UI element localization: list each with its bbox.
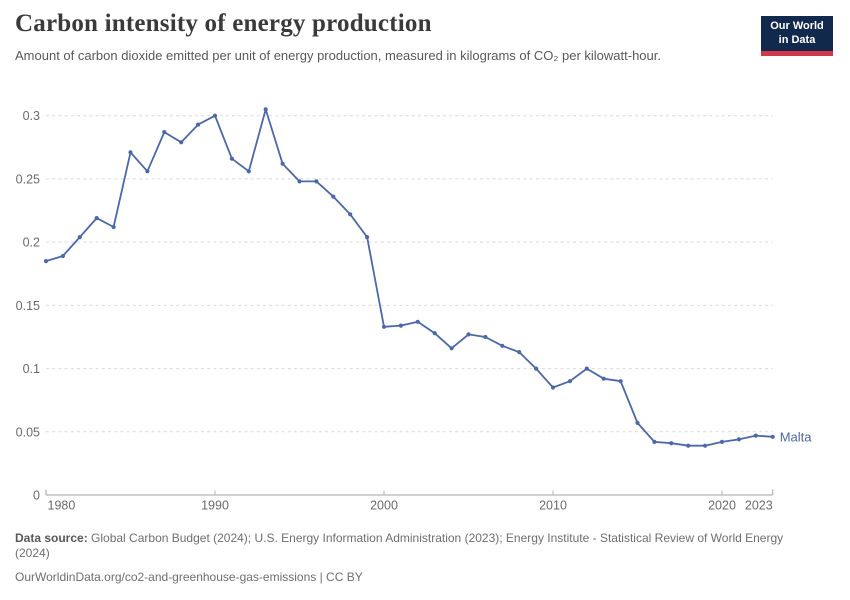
data-point[interactable] <box>652 439 657 444</box>
data-point[interactable] <box>365 235 370 240</box>
data-point[interactable] <box>280 161 285 166</box>
data-point[interactable] <box>348 212 353 217</box>
data-point[interactable] <box>483 334 488 340</box>
y-axis-label: 0.15 <box>16 299 40 313</box>
x-axis-label: 2010 <box>539 499 567 513</box>
data-point[interactable] <box>398 323 403 328</box>
x-axis-label: 2020 <box>708 499 736 513</box>
data-point[interactable] <box>128 150 133 155</box>
x-axis-labels: 1980 1990 2000 2010 2020 2023 <box>48 499 773 513</box>
x-axis-label: 1990 <box>201 499 229 513</box>
data-point[interactable] <box>534 366 539 371</box>
series-label-malta[interactable]: Malta <box>780 429 813 444</box>
data-point[interactable] <box>550 385 556 390</box>
data-point[interactable] <box>770 434 775 439</box>
data-source-label: Data source: <box>15 531 88 545</box>
data-point[interactable] <box>381 324 387 329</box>
data-point[interactable] <box>719 439 725 444</box>
data-point[interactable] <box>263 107 268 112</box>
data-line-malta[interactable] <box>45 108 774 447</box>
data-point[interactable] <box>753 433 758 438</box>
y-axis-label: 0.25 <box>16 172 40 186</box>
data-point[interactable] <box>314 179 319 184</box>
data-point[interactable] <box>145 169 150 174</box>
data-point[interactable] <box>449 346 454 351</box>
x-axis <box>45 489 774 496</box>
data-point[interactable] <box>500 343 505 348</box>
x-axis-label: 1980 <box>48 499 76 513</box>
data-source-line: Data source: Global Carbon Budget (2024)… <box>15 531 815 560</box>
data-point[interactable] <box>567 379 573 384</box>
data-point[interactable] <box>584 366 589 371</box>
data-point[interactable] <box>736 437 742 442</box>
y-axis-label: 0.3 <box>23 109 40 123</box>
x-axis-label: 2023 <box>745 499 773 513</box>
owid-logo[interactable]: Our World in Data <box>761 16 833 56</box>
data-point[interactable] <box>432 331 437 336</box>
data-point[interactable] <box>94 216 99 221</box>
data-point[interactable] <box>669 441 674 446</box>
data-point[interactable] <box>686 443 691 448</box>
y-axis-label: 0.2 <box>23 236 40 250</box>
data-point[interactable] <box>601 376 606 381</box>
data-point[interactable] <box>415 319 420 324</box>
data-point[interactable] <box>246 169 251 174</box>
x-axis-label: 2000 <box>370 499 398 513</box>
data-point[interactable] <box>179 140 184 145</box>
data-point[interactable] <box>60 253 65 259</box>
data-point[interactable] <box>111 224 116 230</box>
data-point[interactable] <box>517 350 522 355</box>
data-point[interactable] <box>331 194 336 199</box>
chart-title: Carbon intensity of energy production <box>15 10 432 37</box>
data-point[interactable] <box>466 332 471 337</box>
chart-header: Carbon intensity of energy production Am… <box>15 10 661 65</box>
data-points[interactable] <box>43 107 775 448</box>
y-axis-labels: 0 0.05 0.1 0.15 0.2 0.25 0.3 <box>16 109 40 502</box>
y-axis-label: 0.1 <box>23 362 40 376</box>
data-point[interactable] <box>162 130 167 135</box>
footer-link: OurWorldinData.org/co2-and-greenhouse-ga… <box>15 570 363 585</box>
data-point[interactable] <box>77 235 82 240</box>
data-point[interactable] <box>212 113 218 118</box>
data-source-text: Global Carbon Budget (2024); U.S. Energy… <box>15 531 784 560</box>
chart-subtitle: Amount of carbon dioxide emitted per uni… <box>15 48 661 63</box>
owid-logo-line1: Our World <box>770 20 824 32</box>
owid-logo-line2: in Data <box>778 33 816 46</box>
data-point[interactable] <box>618 379 623 384</box>
data-point[interactable] <box>297 179 302 184</box>
y-axis-label: 0 <box>33 489 40 503</box>
data-point[interactable] <box>229 156 234 161</box>
y-gridlines <box>46 115 773 433</box>
data-point[interactable] <box>43 259 49 264</box>
chart-footer: Data source: Global Carbon Budget (2024)… <box>15 531 815 585</box>
data-point[interactable] <box>703 443 708 448</box>
data-point[interactable] <box>196 122 201 127</box>
y-axis-label: 0.05 <box>16 425 40 439</box>
data-point[interactable] <box>635 420 640 425</box>
